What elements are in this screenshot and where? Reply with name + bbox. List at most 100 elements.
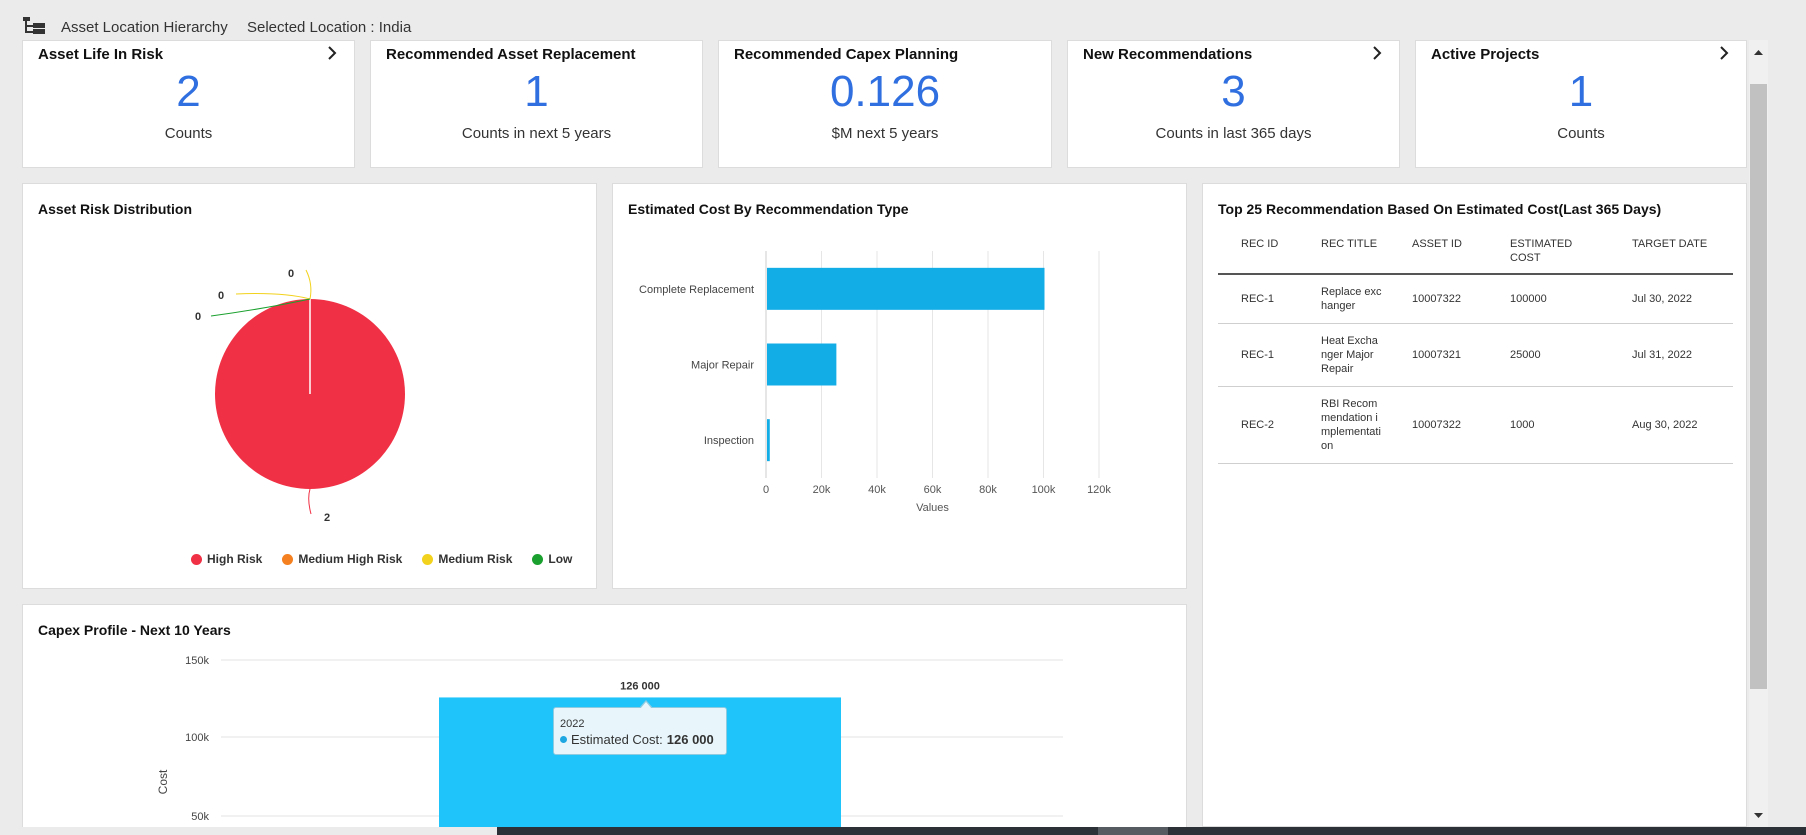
label-connector-low [210, 298, 311, 317]
scroll-up-arrow-icon[interactable] [1752, 47, 1765, 57]
cell-estimated-cost: 25000 [1487, 323, 1609, 387]
legend-item-low[interactable]: Low [532, 552, 572, 566]
x-tick-label: 20k [813, 484, 831, 496]
table-row[interactable]: REC-1 Replace exchanger 10007322 100000 … [1218, 274, 1733, 324]
column-header-rec-id[interactable]: REC ID [1218, 231, 1298, 275]
legend-item-medium-high-risk[interactable]: Medium High Risk [282, 552, 402, 566]
kpi-card-new-recommendations[interactable]: New Recommendations 3 Counts in last 365… [1067, 40, 1400, 168]
panel-title: Asset Risk Distribution [38, 201, 193, 217]
cell-rec-id: REC-2 [1218, 386, 1298, 464]
legend-item-high-risk[interactable]: High Risk [191, 552, 262, 566]
kpi-value: 0.126 [829, 67, 941, 116]
chevron-right-icon[interactable] [327, 46, 337, 60]
kpi-card-asset-life[interactable]: Asset Life In Risk 2 Counts [22, 40, 355, 168]
kpi-subtitle: Counts [164, 125, 213, 142]
bar-data-label: 126 000 [620, 680, 660, 692]
kpi-title: Recommended Asset Replacement [386, 46, 636, 63]
cell-rec-title: RBI Recommendation implementation [1321, 398, 1381, 452]
column-header-rec-title[interactable]: REC TITLE [1298, 231, 1389, 275]
legend-marker [422, 553, 434, 565]
cell-rec-title-wrap: Heat Exchanger Major Repair [1298, 323, 1389, 387]
x-tick-label: 120k [1087, 484, 1111, 496]
kpi-value: 2 [176, 67, 201, 116]
bar-major-repair [767, 343, 837, 386]
table-header-row: REC ID REC TITLE ASSET ID ESTIMATED COST… [1218, 231, 1733, 275]
x-tick-label: 100k [1032, 484, 1056, 496]
legend-label: Medium High Risk [298, 552, 403, 566]
kpi-title: New Recommendations [1083, 46, 1253, 63]
y-category-label: Complete Replacement [639, 284, 754, 296]
cost-bar-chart: 0 20k 40k 60k 80k 100k 120k Complete Replacemen… [639, 251, 1111, 514]
legend-marker [191, 553, 202, 565]
kpi-subtitle: Counts [1557, 125, 1605, 142]
tooltip-series-marker [560, 736, 567, 743]
x-tick-label: 80k [979, 484, 997, 496]
kpi-subtitle: Counts in last 365 days [1155, 125, 1312, 142]
cell-rec-id: REC-1 [1218, 274, 1298, 324]
asset-risk-distribution-panel: Asset Risk Distribution 2 0 0 0 High Ris… [22, 183, 597, 589]
cell-rec-title-wrap: Replace exchanger [1298, 274, 1389, 324]
bar-inspection [767, 419, 770, 462]
tooltip-series-name: Estimated Cost: [571, 732, 663, 747]
cell-rec-id: REC-1 [1218, 323, 1298, 387]
cell-rec-title-wrap: RBI Recommendation implementation [1298, 386, 1389, 464]
kpi-title: Asset Life In Risk [38, 46, 164, 63]
label-connector-medium-risk [305, 269, 312, 300]
y-category-label: Major Repair [691, 360, 754, 372]
kpi-title: Active Projects [1431, 46, 1540, 63]
kpi-card-active-projects[interactable]: Active Projects 1 Counts [1415, 40, 1747, 168]
kpi-value: 1 [1568, 67, 1594, 116]
y-category-label: Inspection [704, 435, 754, 447]
legend-label: Medium Risk [438, 552, 513, 566]
cell-rec-title: Replace exchanger [1321, 286, 1382, 312]
taskbar-segment [1098, 827, 1168, 835]
cell-target-date: Jul 31, 2022 [1609, 323, 1733, 387]
kpi-subtitle: $M next 5 years [831, 125, 939, 142]
column-header-asset-id[interactable]: ASSET ID [1389, 231, 1487, 275]
top-bar: Asset Location Hierarchy Selected Locati… [0, 0, 1806, 38]
chart-tooltip: 2022 Estimated Cost: 126 000 [553, 700, 727, 755]
legend-label: Low [548, 552, 573, 566]
panel-title: Top 25 Recommendation Based On Estimated… [1218, 201, 1662, 217]
hierarchy-label[interactable]: Asset Location Hierarchy [61, 19, 228, 36]
page-scrollbar-thumb[interactable] [1750, 84, 1767, 689]
label-connector-medium-high-risk [235, 293, 311, 300]
cell-target-date: Aug 30, 2022 [1609, 386, 1733, 464]
tooltip-series-row: Estimated Cost: 126 000 [560, 732, 714, 747]
cell-rec-title: Heat Exchanger Major Repair [1321, 335, 1378, 375]
chevron-right-icon[interactable] [1719, 46, 1729, 60]
kpi-value: 3 [1221, 67, 1246, 116]
column-header-estimated-cost[interactable]: ESTIMATED COST [1487, 231, 1609, 275]
pie-data-label-high-risk: 2 [324, 512, 330, 524]
x-tick-label: 40k [868, 484, 886, 496]
y-tick-label: 100k [185, 732, 209, 744]
capex-bar-chart: 50k 100k 150k Cost 126 000 [156, 655, 1063, 835]
pie-data-label-low: 0 [195, 311, 201, 323]
hierarchy-tree-icon[interactable] [22, 16, 46, 36]
legend-item-medium-risk[interactable]: Medium Risk [422, 552, 512, 566]
kpi-subtitle: Counts in next 5 years [461, 125, 612, 142]
x-tick-label: 60k [924, 484, 942, 496]
y-tick-label: 50k [191, 811, 209, 823]
legend-label: High Risk [207, 552, 263, 566]
cell-asset-id: 10007322 [1389, 274, 1487, 324]
panel-title: Capex Profile - Next 10 Years [38, 622, 231, 638]
kpi-card-asset-replacement: Recommended Asset Replacement 1 Counts i… [370, 40, 703, 168]
selected-location-label: Selected Location : India [247, 19, 412, 36]
y-tick-label: 150k [185, 655, 209, 667]
scroll-down-arrow-icon[interactable] [1752, 811, 1765, 821]
panel-title: Estimated Cost By Recommendation Type [628, 201, 909, 217]
column-header-target-date[interactable]: TARGET DATE [1609, 231, 1733, 275]
x-axis-title: Values [916, 502, 949, 514]
pie-data-label-medium-risk: 0 [288, 268, 294, 280]
cell-target-date: Jul 30, 2022 [1609, 274, 1733, 324]
table-row[interactable]: REC-2 RBI Recommendation implementation … [1218, 386, 1733, 464]
kpi-card-capex-planning: Recommended Capex Planning 0.126 $M next… [718, 40, 1052, 168]
kpi-title: Recommended Capex Planning [734, 46, 959, 63]
recommendations-table: REC ID REC TITLE ASSET ID ESTIMATED COST… [1218, 231, 1733, 464]
cell-asset-id: 10007322 [1389, 386, 1487, 464]
tooltip-arrow-inner [640, 702, 652, 709]
chevron-right-icon[interactable] [1372, 46, 1382, 60]
table-row[interactable]: REC-1 Heat Exchanger Major Repair 100073… [1218, 323, 1733, 387]
cell-estimated-cost: 1000 [1487, 386, 1609, 464]
